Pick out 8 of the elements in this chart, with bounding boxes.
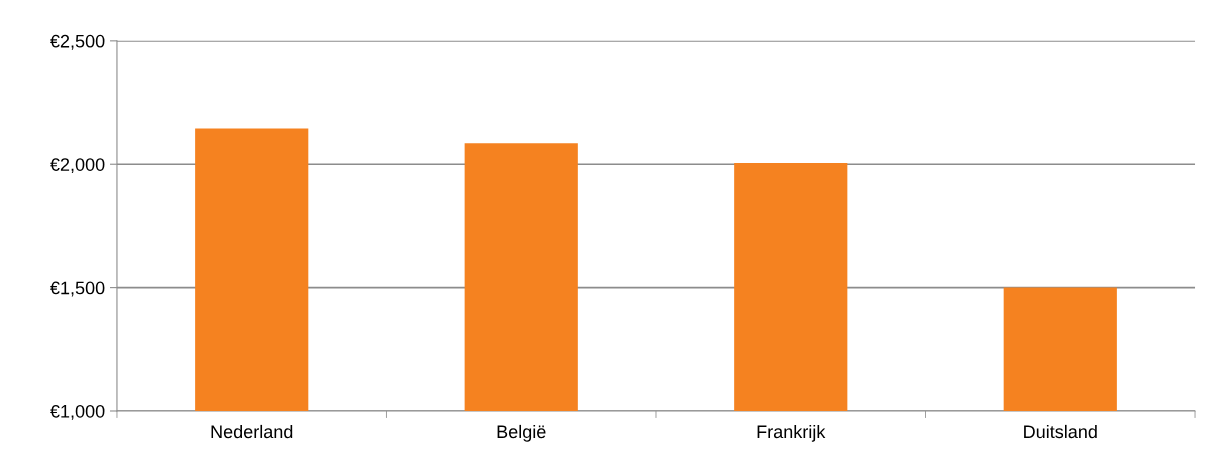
x-tick-label: Frankrijk	[757, 424, 826, 442]
x-tick-label: Nederland	[211, 424, 293, 439]
x-tick-label: Duitsland	[1024, 424, 1097, 439]
y-tick-label: €1,000	[50, 404, 105, 420]
y-tick-label: €2,500	[50, 34, 105, 50]
x-tick-label: België	[497, 424, 546, 442]
y-tick-label: €2,000	[50, 158, 105, 174]
y-tick-label: €1,500	[50, 281, 105, 297]
